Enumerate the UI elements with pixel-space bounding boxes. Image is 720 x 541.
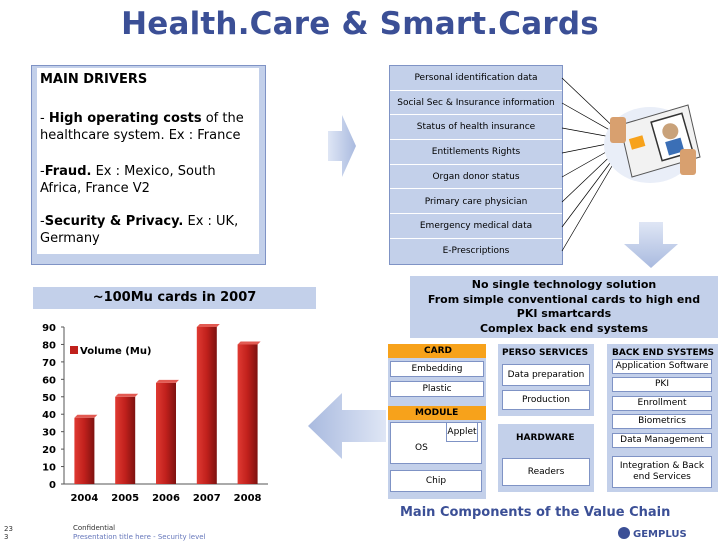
technology-line: No single technology solution [471, 278, 657, 291]
y-tick-label: 20 [42, 445, 56, 456]
backend-item: PKI [612, 377, 712, 392]
card-header-bar [388, 344, 486, 358]
x-tick-label: 2005 [111, 493, 139, 504]
presentation-subtitle: Presentation title here - Security level [73, 533, 206, 541]
y-tick-label: 30 [42, 428, 56, 439]
list-item: Emergency medical data [390, 214, 562, 239]
hardware-item: Readers [502, 458, 590, 486]
module-header-bar [388, 406, 486, 420]
value-chain-caption: Main Components of the Value Chain [400, 505, 671, 520]
list-item: Primary care physician [390, 190, 562, 215]
hardware-header: HARDWARE [516, 433, 575, 443]
chart-bar [156, 382, 176, 484]
chart-bar-top [156, 379, 179, 383]
driver-item: - High operating costs of the healthcare… [40, 111, 244, 143]
list-item: E-Prescriptions [442, 245, 510, 256]
legend-swatch [70, 346, 78, 354]
arrow-down-icon [624, 222, 678, 268]
module-item: Applet [446, 422, 478, 442]
chart-bar-top [115, 393, 139, 397]
x-tick-label: 2008 [234, 493, 262, 504]
y-tick-label: 50 [42, 393, 56, 404]
backend-item: Application Software [612, 359, 712, 374]
gemplus-logo: GEMPLUS [618, 527, 687, 540]
backend-header: BACK END SYSTEMS [612, 348, 715, 358]
technology-line: Complex back end systems [479, 321, 649, 335]
arrow-right-icon [328, 115, 356, 177]
smartcard-illustration [561, 77, 701, 252]
technology-line: From simple conventional cards to high e… [427, 292, 701, 306]
driver-item: -Security & Privacy. Ex : UK, Germany [40, 214, 239, 246]
y-tick-label: 0 [49, 480, 56, 491]
chart-bar [237, 344, 258, 484]
x-tick-label: 2006 [152, 493, 180, 504]
chart-bar-top [237, 341, 261, 345]
chart-bar [74, 417, 95, 484]
list-item: Entitlements Rights [390, 140, 562, 165]
list-item: Social Sec & Insurance information [390, 91, 562, 116]
backend-item: Data Management [612, 433, 712, 448]
page-number: 23 3 [4, 525, 13, 541]
y-tick-label: 70 [42, 358, 56, 369]
confidential-label: Confidential [73, 524, 116, 532]
technology-summary: No single technology solution From simpl… [410, 276, 718, 338]
chart-bar [196, 327, 217, 484]
list-item: Personal identification data [390, 66, 562, 91]
technology-line: PKI smartcards [516, 307, 612, 320]
backend-item: Biometrics [612, 414, 712, 429]
logo-icon [618, 527, 630, 539]
chart-bar-top [196, 324, 220, 327]
card-data-list: Personal identification data Social Sec … [389, 65, 563, 265]
card-header: CARD [424, 346, 452, 356]
arrow-left-icon [308, 393, 386, 459]
x-tick-label: 2004 [70, 493, 98, 504]
y-tick-label: 40 [42, 410, 56, 421]
y-tick-label: 80 [42, 340, 56, 351]
module-header: MODULE [415, 408, 459, 418]
chart-bar [115, 396, 136, 484]
list-item: Status of health insurance [390, 115, 562, 141]
cards-volume-banner: ~100Mu cards in 2007 [33, 287, 316, 309]
chart-bar-top [74, 414, 98, 418]
y-tick-label: 10 [42, 463, 56, 474]
x-tick-label: 2007 [193, 493, 221, 504]
y-tick-label: 90 [42, 323, 56, 334]
card-icon [604, 104, 701, 183]
y-tick-label: 60 [42, 375, 56, 386]
chart-bars [74, 324, 261, 484]
backend-item: Integration & Back end Services [612, 456, 712, 488]
legend-label: Volume (Mu) [80, 346, 152, 357]
perso-header: PERSO SERVICES [502, 348, 589, 358]
card-item: Embedding [390, 361, 484, 377]
list-item: Organ donor status [390, 165, 562, 190]
card-item: Plastic [390, 381, 484, 397]
chart-legend: Volume (Mu) [70, 346, 152, 357]
backend-item: Enrollment [612, 396, 712, 411]
value-chain-diagram: CARD Embedding Plastic MODULE OS Applet … [388, 344, 718, 499]
perso-item: Data preparation [502, 364, 590, 386]
main-drivers-content: MAIN DRIVERS - High operating costs of t… [37, 68, 259, 254]
main-drivers-heading: MAIN DRIVERS [40, 72, 148, 87]
chart-axes: 0 10 20 30 40 50 60 70 80 90 2004 2005 2006 2007 2008 [42, 323, 268, 504]
perso-item: Production [502, 390, 590, 410]
driver-item: -Fraud. Ex : Mexico, South Africa, Franc… [40, 164, 216, 196]
module-item: Chip [390, 470, 482, 492]
page-title: Health.Care & Smart.Cards [121, 6, 599, 42]
